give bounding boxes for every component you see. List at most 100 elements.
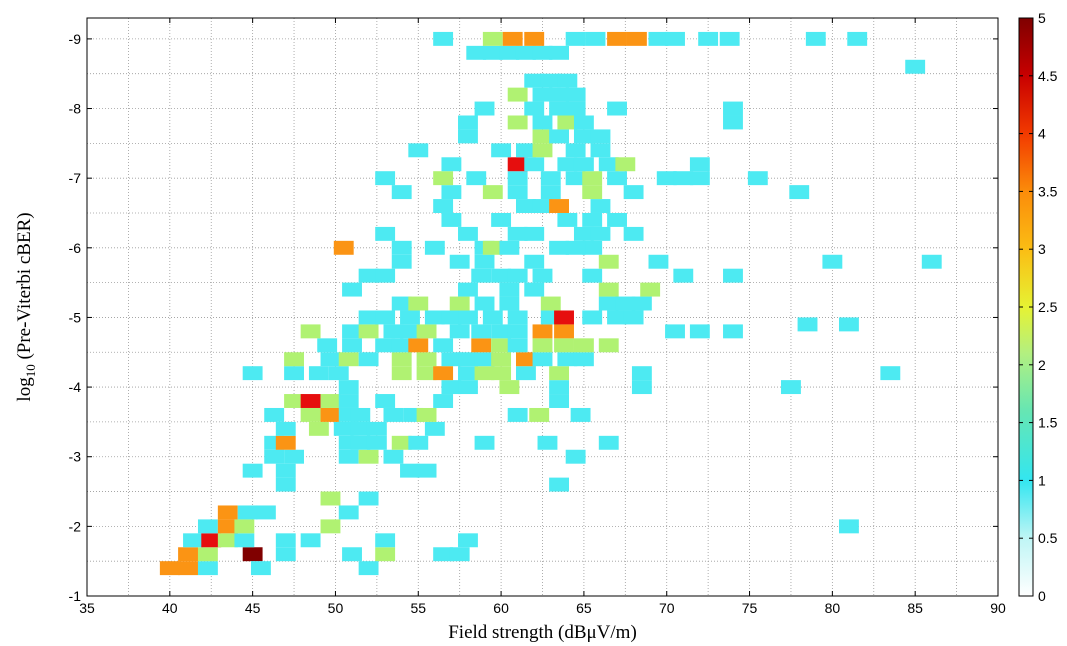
heatmap-cell bbox=[573, 157, 594, 172]
heatmap-cell bbox=[524, 73, 545, 88]
heatmap-cell bbox=[631, 380, 652, 395]
heatmap-cell bbox=[433, 171, 454, 186]
heatmap-cell bbox=[689, 157, 710, 172]
heatmap-cell bbox=[458, 366, 478, 381]
heatmap-cell bbox=[507, 407, 528, 422]
heatmap-cell bbox=[391, 185, 412, 200]
heatmap-cell bbox=[626, 31, 647, 46]
heatmap-cell bbox=[557, 212, 578, 227]
heatmap-cell bbox=[482, 240, 503, 255]
colorbar-tick-label: 3 bbox=[1038, 241, 1046, 257]
colorbar-tick-label: 3.5 bbox=[1038, 183, 1058, 199]
colorbar-tick-label: 4.5 bbox=[1038, 68, 1058, 84]
heatmap-cell bbox=[471, 268, 492, 283]
heatmap-cell bbox=[391, 435, 412, 450]
heatmap-cell bbox=[491, 352, 512, 367]
heatmap-cell bbox=[515, 45, 536, 60]
heatmap-cell bbox=[358, 491, 379, 506]
heatmap-cell bbox=[338, 352, 359, 367]
heatmap-cell bbox=[466, 171, 487, 186]
heatmap-cell bbox=[350, 435, 371, 450]
colorbar-tick-label: 5 bbox=[1038, 10, 1046, 26]
heatmap-cell bbox=[474, 435, 495, 450]
heatmap-cell bbox=[507, 226, 528, 241]
heatmap-cell bbox=[391, 254, 412, 269]
heatmap-cell bbox=[507, 157, 528, 172]
heatmap-cell bbox=[524, 226, 545, 241]
heatmap-cell bbox=[424, 240, 445, 255]
heatmap-cell bbox=[524, 101, 545, 116]
heatmap-cell bbox=[300, 324, 321, 339]
heatmap-cell bbox=[441, 212, 462, 227]
heatmap-cell bbox=[507, 268, 528, 283]
heatmap-cell bbox=[391, 338, 412, 353]
heatmap-cell bbox=[320, 491, 341, 506]
heatmap-cell bbox=[507, 338, 528, 353]
heatmap-cell bbox=[532, 115, 553, 130]
heatmap-cell bbox=[338, 394, 359, 408]
heatmap-cell bbox=[400, 324, 420, 339]
heatmap-cell bbox=[598, 435, 619, 450]
heatmap-cell bbox=[532, 129, 553, 144]
heatmap-cell bbox=[197, 547, 218, 562]
heatmap-cell bbox=[689, 324, 710, 339]
heatmap-cell bbox=[308, 366, 329, 381]
heatmap-cell bbox=[673, 171, 694, 186]
heatmap-cell bbox=[723, 324, 743, 339]
heatmap-cell bbox=[549, 87, 570, 102]
heatmap-cell bbox=[338, 380, 359, 395]
x-tick-label: 80 bbox=[825, 600, 841, 616]
x-axis-label: Field strength (dBμV/m) bbox=[448, 622, 637, 643]
heatmap-cell bbox=[905, 59, 926, 74]
heatmap-cell bbox=[342, 547, 362, 562]
heatmap-cell bbox=[275, 463, 296, 478]
heatmap-cell bbox=[532, 268, 553, 283]
heatmap-cell bbox=[424, 310, 445, 325]
heatmap-cell bbox=[466, 45, 487, 60]
heatmap-cell bbox=[441, 157, 462, 172]
heatmap-cell bbox=[532, 352, 553, 367]
colorbar-ticks: 0 0.5 1 1.5 2 2.5 3 3.5 4 4.5 5 bbox=[1019, 10, 1058, 604]
x-tick-label: 35 bbox=[79, 600, 95, 616]
heatmap-cell bbox=[689, 171, 710, 186]
heatmap-cell bbox=[284, 449, 304, 464]
heatmap-cell bbox=[623, 185, 644, 200]
heatmap-cell bbox=[458, 129, 478, 144]
heatmap-cell bbox=[789, 185, 810, 200]
heatmap-cell bbox=[573, 226, 594, 241]
heatmap-cell bbox=[573, 352, 594, 367]
heatmap-cell bbox=[781, 380, 801, 395]
heatmap-cell bbox=[358, 324, 379, 339]
heatmap-cell bbox=[358, 561, 379, 576]
heatmap-cell bbox=[491, 212, 512, 227]
heatmap-cell bbox=[358, 449, 379, 464]
heatmap-cell bbox=[408, 338, 429, 353]
heatmap-cell bbox=[582, 268, 603, 283]
heatmap-cell bbox=[502, 31, 523, 46]
heatmap-cell bbox=[838, 317, 859, 332]
heatmap-cell bbox=[607, 310, 627, 325]
heatmap-cell bbox=[598, 157, 619, 172]
y-tick-label: -7 bbox=[69, 170, 82, 186]
heatmap-cell bbox=[441, 380, 462, 395]
heatmap-cell bbox=[449, 296, 470, 311]
heatmap-cell bbox=[565, 87, 586, 102]
heatmap-cell bbox=[590, 199, 611, 213]
heatmap-cell bbox=[308, 421, 329, 436]
heatmap-cell bbox=[557, 73, 578, 88]
heatmap-cell bbox=[242, 366, 263, 381]
heatmap-cell bbox=[549, 394, 570, 408]
heatmap-cell bbox=[524, 31, 545, 46]
heatmap-cell bbox=[284, 394, 304, 408]
heatmap-cell bbox=[358, 268, 379, 283]
heatmap-cell bbox=[532, 87, 553, 102]
heatmap-cell bbox=[491, 268, 512, 283]
x-tick-label: 50 bbox=[328, 600, 344, 616]
heatmap-cell bbox=[474, 254, 495, 269]
y-axis-label: log10 (Pre-Viterbi cBER) bbox=[14, 212, 38, 401]
heatmap-cell bbox=[458, 380, 478, 395]
heatmap-cell bbox=[342, 282, 362, 297]
heatmap-cell bbox=[573, 338, 594, 353]
heatmap-cell bbox=[201, 533, 222, 548]
heatmap-cell bbox=[458, 115, 478, 130]
